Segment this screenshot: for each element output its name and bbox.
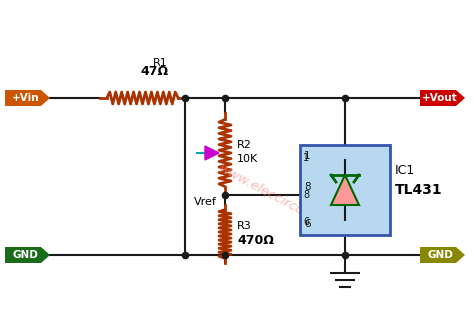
Text: 1: 1 (303, 153, 309, 163)
Polygon shape (205, 146, 219, 160)
Text: R3: R3 (237, 221, 252, 231)
Polygon shape (5, 247, 50, 263)
Polygon shape (420, 247, 465, 263)
Text: IC1: IC1 (395, 164, 415, 176)
Text: GND: GND (428, 250, 453, 260)
FancyBboxPatch shape (300, 145, 390, 235)
Text: Vref: Vref (194, 197, 217, 207)
Polygon shape (5, 90, 50, 106)
Text: R1: R1 (153, 58, 167, 68)
Text: +Vin: +Vin (11, 93, 39, 103)
Text: 47Ω: 47Ω (141, 65, 169, 78)
Text: TL431: TL431 (395, 183, 443, 197)
Text: 10K: 10K (237, 154, 258, 164)
Polygon shape (420, 90, 465, 106)
Text: 6: 6 (304, 219, 310, 229)
Text: 1: 1 (304, 151, 310, 161)
Polygon shape (331, 175, 359, 205)
Text: 470Ω: 470Ω (237, 233, 274, 246)
Text: GND: GND (12, 250, 38, 260)
Text: 8: 8 (304, 182, 310, 192)
Text: R2: R2 (237, 140, 252, 150)
Text: www.eleccircuit.com: www.eleccircuit.com (217, 162, 343, 238)
Text: 6: 6 (303, 217, 309, 227)
Text: +Vout: +Vout (422, 93, 458, 103)
Text: 8: 8 (303, 190, 309, 200)
